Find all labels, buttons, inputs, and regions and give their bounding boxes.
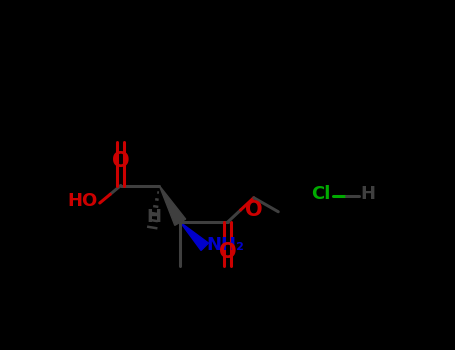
Text: HO: HO bbox=[68, 192, 98, 210]
Text: O: O bbox=[245, 199, 263, 219]
Text: NH₂: NH₂ bbox=[207, 236, 244, 254]
Polygon shape bbox=[180, 222, 208, 251]
Text: O: O bbox=[219, 243, 236, 262]
Text: Cl: Cl bbox=[311, 185, 331, 203]
Text: H: H bbox=[360, 185, 375, 203]
Text: O: O bbox=[112, 150, 130, 170]
Polygon shape bbox=[159, 186, 186, 225]
Text: H: H bbox=[147, 208, 162, 226]
